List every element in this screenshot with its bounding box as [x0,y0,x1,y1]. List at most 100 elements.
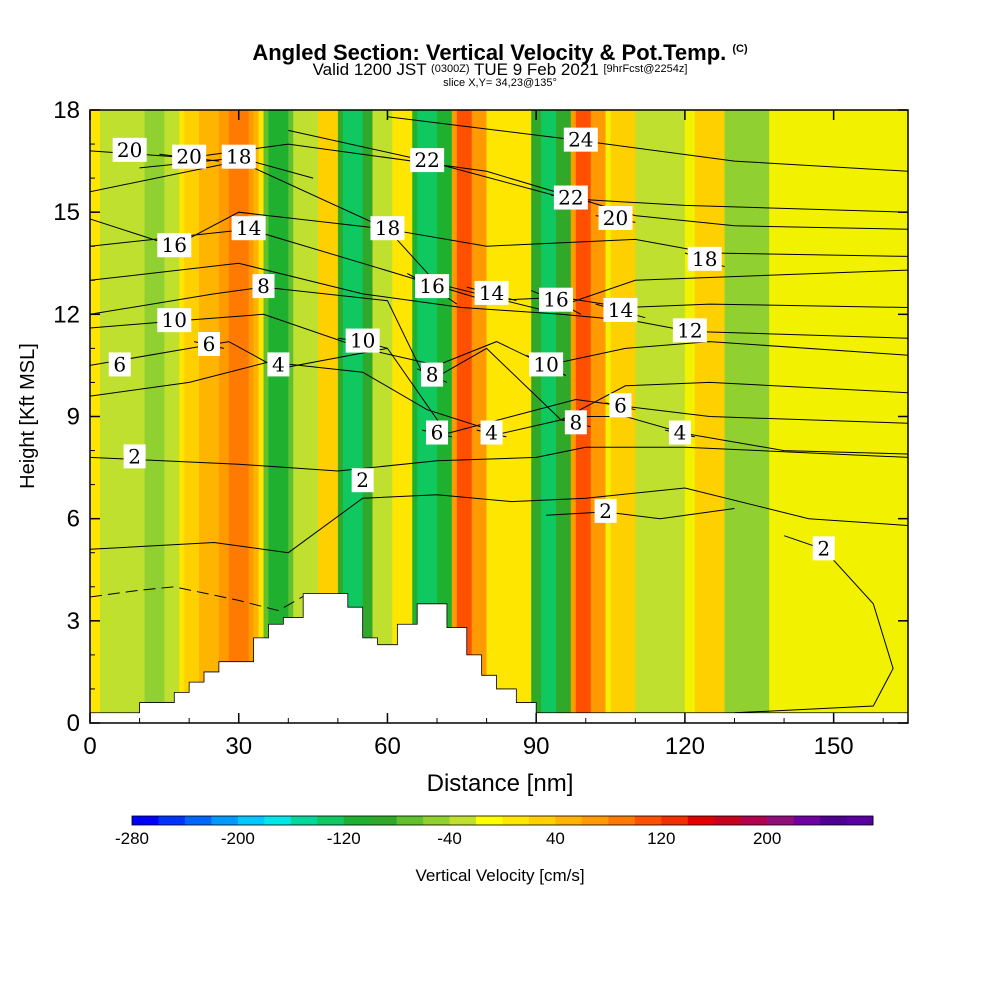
y-tick-label-6: 18 [53,97,80,124]
isentrope-8-6 [90,286,908,421]
colorbar-swatch-5 [264,816,292,825]
contour-label-bg-13 [112,137,147,162]
contour-label-bg-23 [421,362,444,387]
contour-label-bg-4 [267,352,290,377]
contour-label-10: 16 [162,233,187,257]
contour-label-bg-3 [812,536,835,561]
contour-label-bg-0 [123,444,146,469]
chart-title-text: Angled Section: Vertical Velocity & Pot.… [252,40,727,65]
chart-subtitle: Valid 1200 JST (0300Z) TUE 9 Feb 2021 [9… [0,59,1000,80]
colorbar-tick-label-3: -40 [437,829,462,848]
contour-label-bg-16 [563,127,598,152]
contour-label-bg-7 [157,308,192,333]
chart-title: Angled Section: Vertical Velocity & Pot.… [0,36,1000,66]
colorbar-swatch-15 [528,816,556,825]
contour-label-bg-20 [603,297,638,322]
contour-label-bg-27 [609,393,632,418]
colorbar-swatch-3 [211,816,239,825]
contour-label-26: 6 [431,421,444,445]
velocity-band-22 [541,110,557,723]
contour-label-32: 22 [558,186,583,210]
velocity-band-15 [392,110,408,723]
terrain-profile [90,593,908,723]
contour-label-27: 6 [614,393,627,417]
contour-label-bg-14 [172,144,207,169]
colorbar-tick-label-1: -200 [221,829,255,848]
contour-label-bg-26 [426,420,449,445]
x-tick-label-0: 0 [83,733,96,760]
contour-label-4: 4 [272,352,285,376]
velocity-band-26 [635,110,685,723]
subtitle-utc: (0300Z) [431,63,470,75]
colorbar-tick-label-6: 200 [753,829,781,848]
contour-label-bg-10 [157,233,192,258]
velocity-band-17 [417,110,438,723]
isentrope-2-2 [546,508,735,520]
subtitle-valid-time: Valid 1200 JST [312,60,427,79]
colorbar-swatch-19 [634,816,662,825]
contour-label-bg-22 [529,352,564,377]
contour-label-bg-19 [539,287,574,312]
velocity-band-11 [318,110,338,723]
colorbar-swatch-23 [740,816,768,825]
contour-label-9: 14 [236,216,261,240]
contour-label-bg-6 [252,274,275,299]
dashed-contour [90,586,309,612]
contour-label-17: 16 [419,274,444,298]
velocity-band-19 [456,110,472,723]
velocity-band-2 [99,110,180,723]
chart-title-unit: (C) [732,43,748,55]
contour-label-19: 16 [543,288,568,312]
contour-label-1: 2 [356,468,369,492]
colorbar-swatch-18 [608,816,636,825]
subtitle-date: TUE 9 Feb 2021 [474,60,599,79]
x-tick-label-1: 30 [225,733,252,760]
axes: 0 30 60 90 120 150 0 3 6 9 12 15 18 [53,97,908,760]
isentrope-2-1 [90,487,908,554]
colorbar-swatch-6 [290,816,318,825]
contour-label-30: 18 [692,247,717,271]
chart-slice-info: slice X,Y= 34,23@135° [443,77,557,89]
colorbar-swatch-13 [476,816,503,825]
contour-label-bg-15 [410,148,445,173]
terrain [90,593,908,723]
contour-label-18: 14 [479,281,504,305]
contour-label-bg-2 [594,498,617,523]
x-tick-label-5: 150 [814,733,854,760]
colorbar-tick-label-4: 40 [546,829,565,848]
contour-label-5: 6 [113,352,126,376]
contour-label-7: 10 [162,308,187,332]
contour-label-24: 8 [569,410,582,434]
contour-label-bg-32 [553,185,588,210]
velocity-band-14 [372,110,393,723]
velocity-band-28 [724,110,770,723]
isentrope-14-9 [90,228,908,309]
contour-label-31: 20 [603,206,628,230]
colorbar: -280 -200 -120 -40 40 120 200 [115,815,874,848]
contour-label-15: 22 [414,148,439,172]
contour-label-21: 10 [350,329,375,353]
colorbar-swatch-27 [846,816,874,825]
contour-label-0: 2 [128,444,141,468]
contour-label-bg-17 [415,274,450,299]
contour-label-bg-30 [687,246,722,271]
colorbar-swatch-11 [423,816,451,825]
colorbar-swatch-17 [581,816,609,825]
y-tick-label-2: 6 [67,506,80,533]
contour-label-bg-11 [370,216,405,241]
colorbar-label: Vertical Velocity [cm/s] [415,866,584,885]
contour-label-14: 20 [176,145,201,169]
y-axis-label: Height [Kft MSL] [17,343,39,489]
colorbar-swatch-2 [184,816,212,825]
subtitle-forecast: [9hrFcst@2254z] [603,63,688,75]
y-tick-label-0: 0 [67,710,80,737]
colorbar-swatch-1 [158,816,186,825]
contour-label-11: 18 [375,216,400,240]
velocity-field [90,110,908,723]
x-tick-label-3: 90 [523,733,550,760]
contour-label-bg-25 [197,331,220,356]
contour-label-bg-28 [480,420,503,445]
contour-label-28: 4 [485,421,498,445]
contour-label-12: 18 [226,145,251,169]
